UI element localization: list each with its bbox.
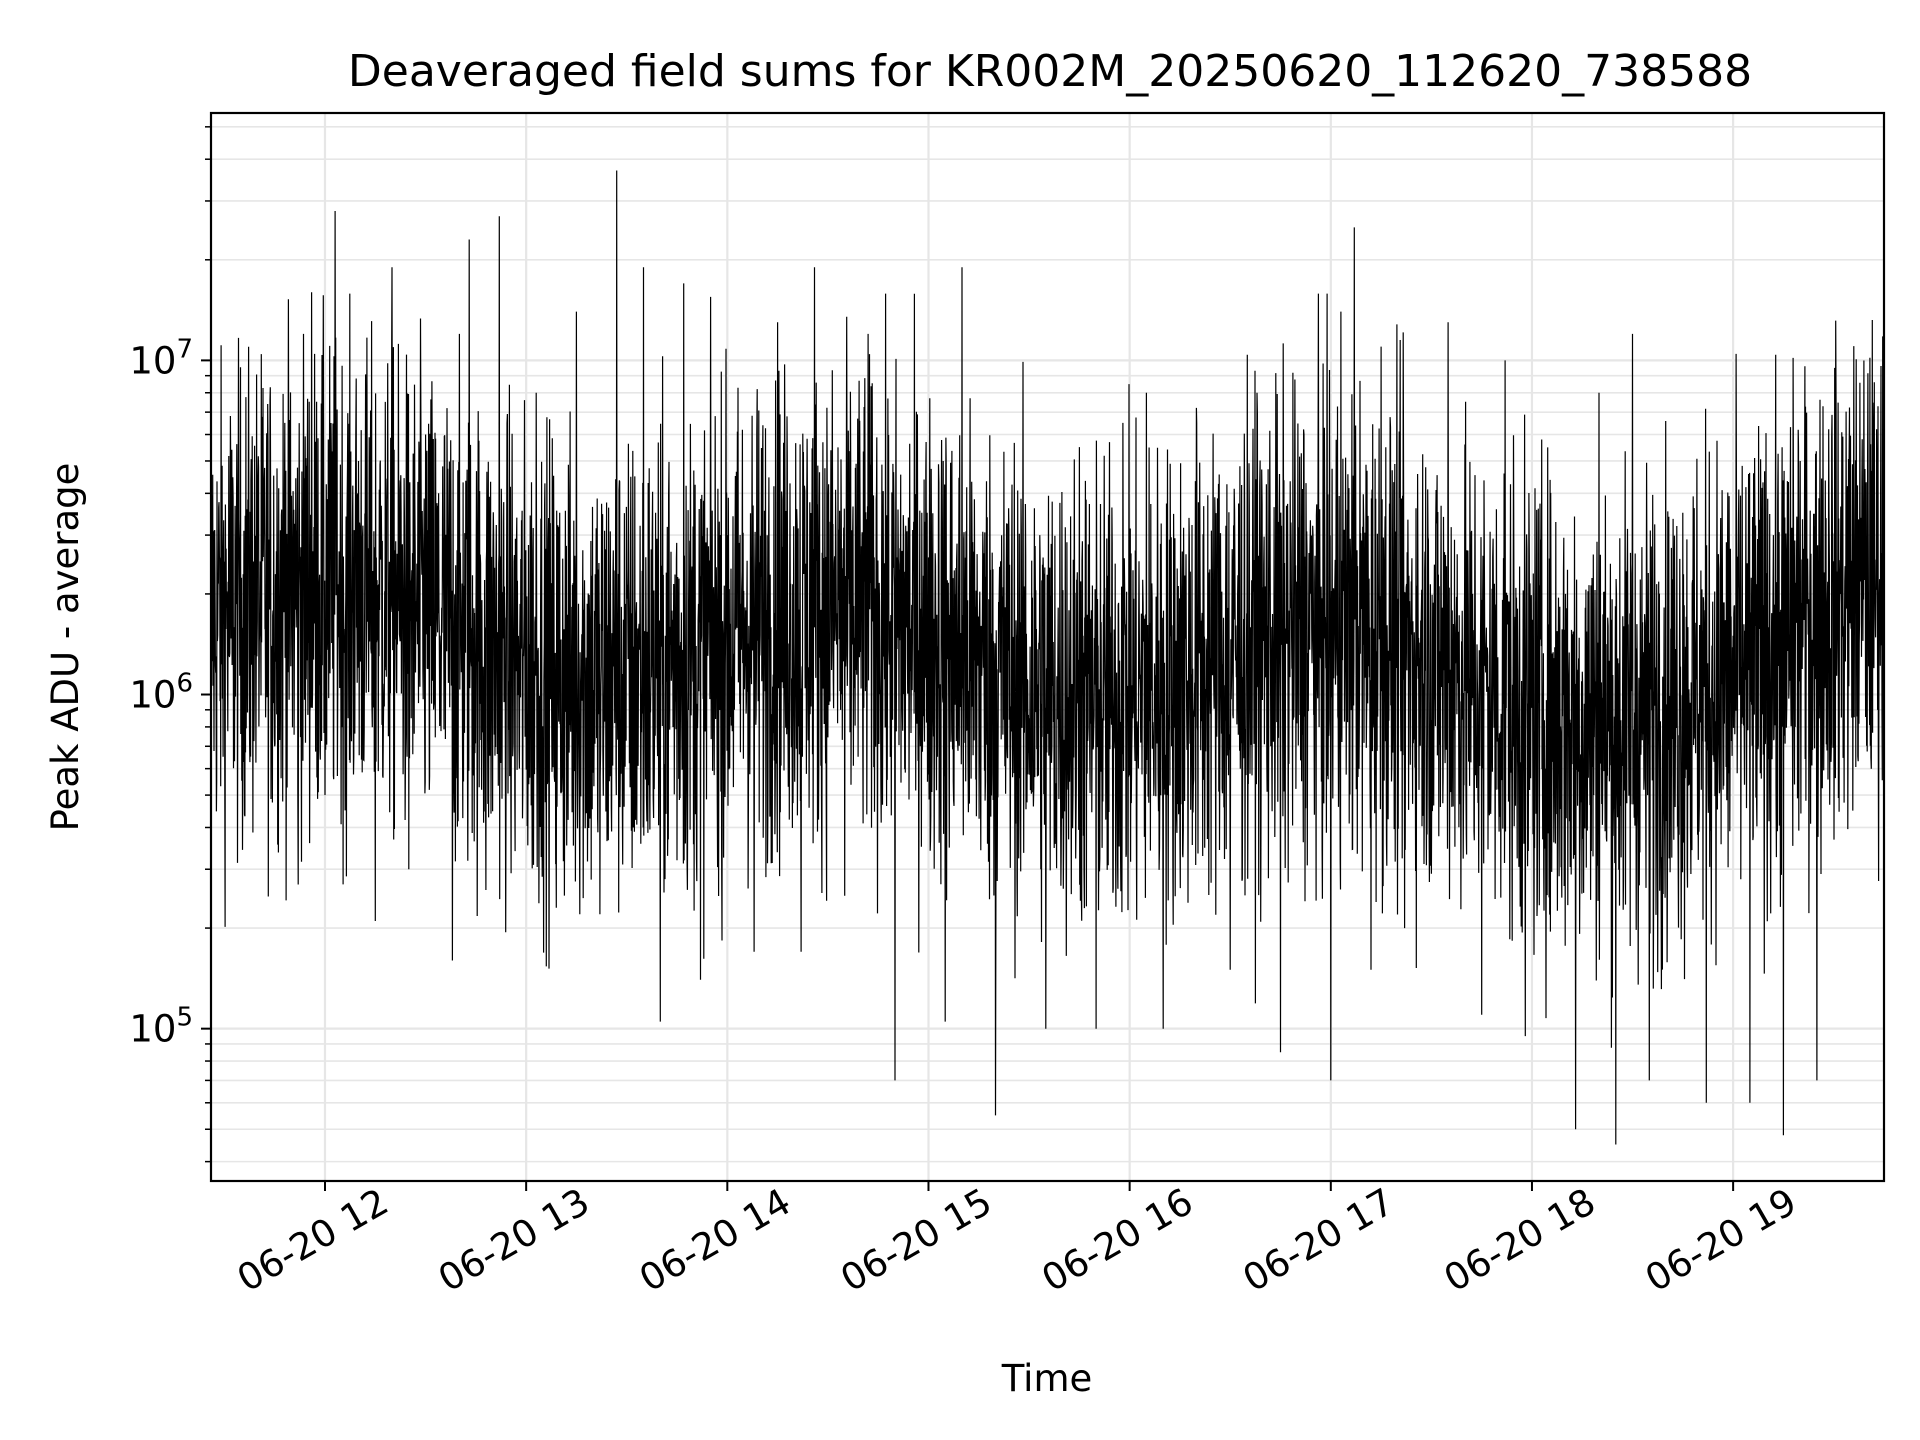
plot-frame (209, 111, 1886, 1183)
y-tick-label: 106 (129, 669, 193, 717)
series-line (210, 170, 1885, 1145)
y-tick-label: 105 (129, 1003, 193, 1051)
y-axis: 105 106 107 (129, 126, 211, 1163)
y-tick-label: 107 (129, 334, 193, 382)
x-axis-label: Time (1001, 1357, 1093, 1400)
series-layer (210, 170, 1885, 1145)
chart-title: Deaveraged field sums for KR002M_2025062… (348, 46, 1752, 97)
y-axis-label: Peak ADU - average (44, 463, 87, 832)
